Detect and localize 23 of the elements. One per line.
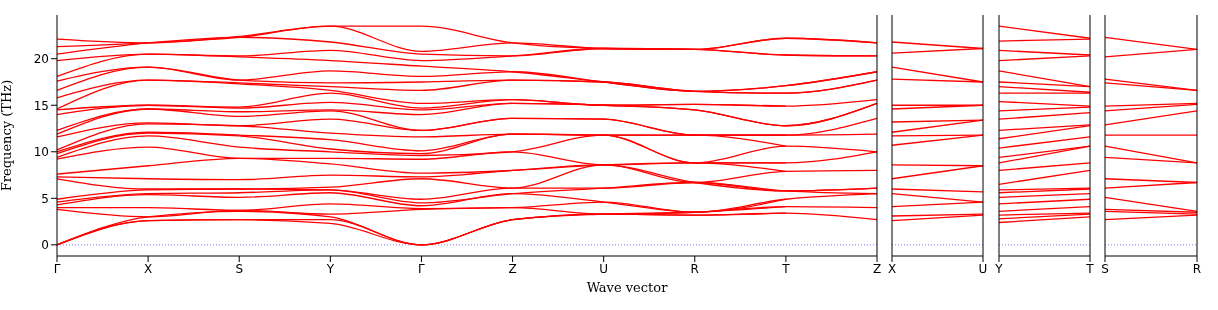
- x-tick-label: R: [690, 261, 699, 276]
- x-tick-label: X: [887, 261, 897, 276]
- x-tick-label: S: [235, 261, 244, 276]
- x-tick-label: U: [978, 261, 988, 276]
- x-tick-label: R: [1192, 261, 1202, 276]
- y-tick-label: 15: [33, 98, 49, 113]
- x-tick-label: T: [1085, 261, 1095, 276]
- x-tick-label: Z: [872, 261, 882, 276]
- x-tick-label: Z: [508, 261, 517, 276]
- x-tick-label: X: [143, 261, 153, 276]
- x-tick-label: Γ: [418, 261, 426, 276]
- x-axis-title: Wave vector: [585, 280, 669, 295]
- x-tick-label: S: [1101, 261, 1109, 276]
- y-tick-label: 10: [33, 145, 49, 160]
- x-tick-label: U: [599, 261, 609, 276]
- y-axis-title: Frequency (THz): [0, 79, 14, 192]
- y-tick-label: 0: [41, 238, 49, 253]
- x-tick-label: Y: [325, 261, 335, 276]
- y-tick-label: 5: [41, 191, 49, 206]
- x-tick-label: Y: [994, 261, 1004, 276]
- x-tick-label: T: [781, 261, 791, 276]
- x-tick-label: Γ: [53, 261, 61, 276]
- y-tick-label: 20: [33, 51, 49, 66]
